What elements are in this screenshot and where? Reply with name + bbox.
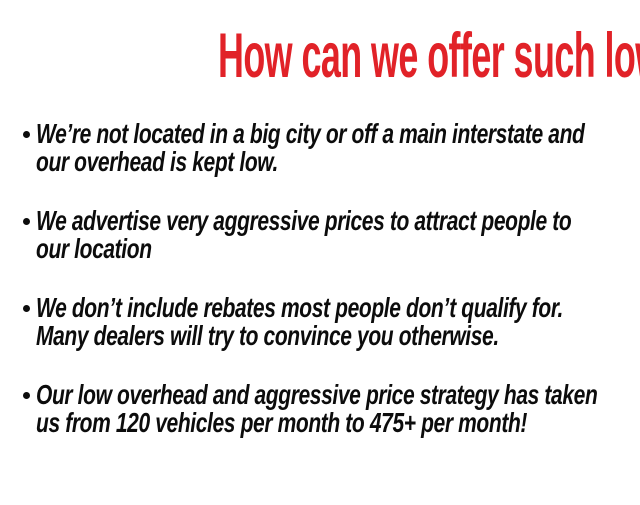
bullet-line: us from 120 vehicles per month to 475+ p… [36,407,528,438]
bullet-item-4: Our low overhead and aggressive price st… [0,381,640,437]
bullet-text-2: We advertise very aggressive prices to a… [36,205,572,264]
bullet-item-1: We’re not located in a big city or off a… [0,120,640,176]
bullet-dot-icon [23,305,30,312]
bullet-item-3: We don’t include rebates most people don… [0,294,640,350]
bullet-text-4: Our low overhead and aggressive price st… [36,379,598,438]
bullet-text-1: We’re not located in a big city or off a… [36,120,585,176]
bullet-dot-icon [23,392,30,399]
bullet-dot-icon [23,218,30,225]
slide: How can we offer such low prices? We’re … [0,25,640,505]
headline: How can we offer such low prices? [0,25,640,88]
bullet-dot-icon [23,131,30,138]
bullet-line: our location [36,233,152,264]
bullet-text-3: We don’t include rebates most people don… [36,294,563,350]
page-title: How can we offer such low prices? [217,21,640,91]
bullet-line: our overhead is kept low. [36,146,278,177]
bullet-line: We don’t include rebates most people don… [36,292,563,323]
bullet-line: Many dealers will try to convince you ot… [36,320,499,351]
bullet-list: We’re not located in a big city or off a… [0,120,640,437]
bullet-line: We advertise very aggressive prices to a… [36,205,572,236]
bullet-line: Our low overhead and aggressive price st… [36,379,598,410]
bullet-line: We’re not located in a big city or off a… [36,118,585,149]
bullet-item-2: We advertise very aggressive prices to a… [0,207,640,263]
